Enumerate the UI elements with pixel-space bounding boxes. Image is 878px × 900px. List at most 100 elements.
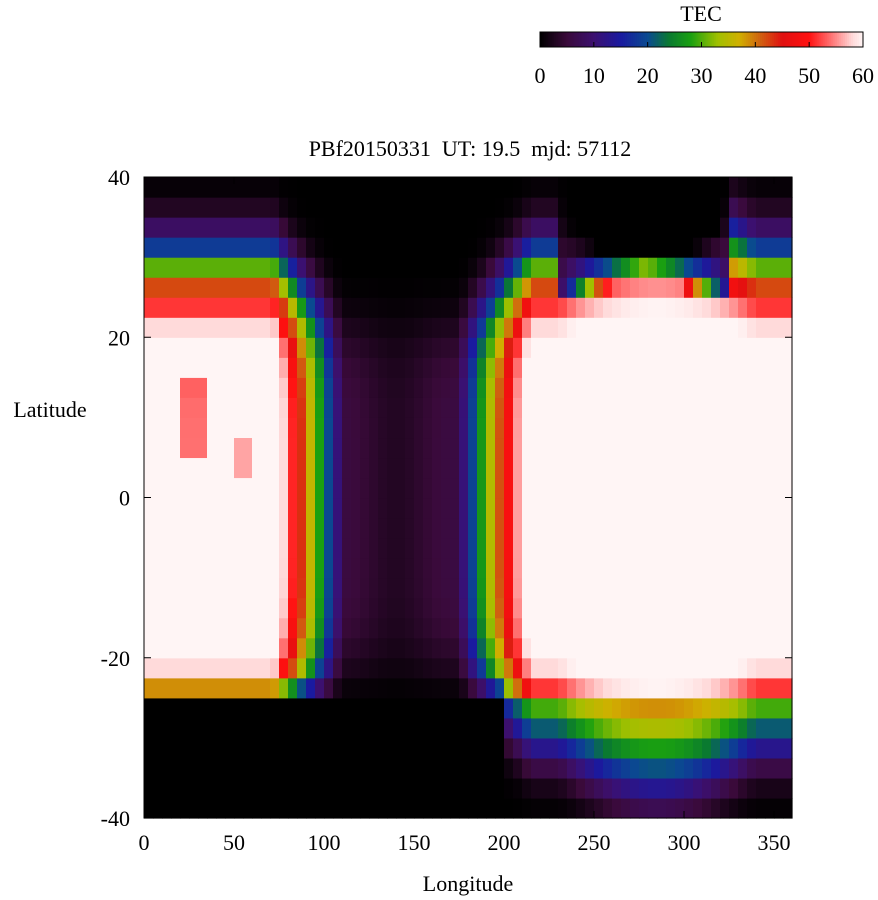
heatmap-cell bbox=[351, 637, 361, 659]
heatmap-cell bbox=[540, 637, 550, 659]
heatmap-cell bbox=[738, 257, 748, 278]
heatmap-cell bbox=[774, 677, 784, 699]
heatmap-cell bbox=[342, 797, 352, 819]
heatmap-cell bbox=[729, 597, 739, 619]
heatmap-cell bbox=[486, 377, 496, 398]
heatmap-cell bbox=[711, 257, 721, 278]
heatmap-cell bbox=[657, 797, 667, 819]
heatmap-cell bbox=[144, 437, 154, 459]
heatmap-cell bbox=[243, 257, 253, 278]
heatmap-cell bbox=[297, 717, 307, 739]
heatmap-cell bbox=[450, 697, 460, 719]
heatmap-cell bbox=[225, 197, 235, 218]
heatmap-cell bbox=[423, 197, 433, 218]
colorbar-cell bbox=[824, 32, 828, 47]
heatmap-cell bbox=[765, 217, 775, 238]
heatmap-cell bbox=[333, 277, 343, 298]
heatmap-cell bbox=[279, 557, 289, 579]
heatmap-cell bbox=[378, 577, 388, 599]
heatmap-cell bbox=[765, 797, 775, 819]
heatmap-cell bbox=[540, 317, 550, 338]
heatmap-cell bbox=[360, 457, 370, 479]
heatmap-cell bbox=[621, 757, 631, 779]
heatmap-cell bbox=[747, 477, 757, 499]
heatmap-cell bbox=[279, 437, 289, 459]
heatmap-cell bbox=[351, 217, 361, 238]
heatmap-cell bbox=[513, 237, 523, 258]
heatmap-cell bbox=[270, 777, 280, 799]
heatmap-cell bbox=[171, 757, 181, 779]
heatmap-cell bbox=[675, 777, 685, 799]
heatmap-cell bbox=[342, 297, 352, 318]
heatmap-cell bbox=[360, 557, 370, 579]
heatmap-cell bbox=[486, 537, 496, 559]
heatmap-cell bbox=[774, 217, 784, 238]
heatmap-cell bbox=[315, 377, 325, 398]
heatmap-cell bbox=[279, 197, 289, 218]
heatmap-cell bbox=[387, 217, 397, 238]
heatmap-cell bbox=[297, 457, 307, 479]
colorbar-cell bbox=[646, 32, 650, 47]
heatmap-cell bbox=[621, 657, 631, 679]
heatmap-cell bbox=[639, 257, 649, 278]
heatmap-cell bbox=[765, 257, 775, 278]
heatmap-cell bbox=[423, 497, 433, 519]
heatmap-cell bbox=[414, 317, 424, 338]
heatmap-cell bbox=[747, 377, 757, 398]
heatmap-cell bbox=[612, 357, 622, 378]
heatmap-cell bbox=[657, 517, 667, 539]
heatmap-cell bbox=[576, 577, 586, 599]
heatmap-cell bbox=[657, 337, 667, 358]
colorbar-cell bbox=[709, 32, 713, 47]
heatmap-cell bbox=[162, 197, 172, 218]
heatmap-cell bbox=[306, 637, 316, 659]
heatmap-cell bbox=[234, 197, 244, 218]
heatmap-cell bbox=[531, 277, 541, 298]
heatmap-cell bbox=[333, 497, 343, 519]
heatmap-cell bbox=[459, 397, 469, 418]
heatmap-cell bbox=[171, 677, 181, 699]
heatmap-cell bbox=[684, 297, 694, 318]
colorbar-cell bbox=[753, 32, 757, 47]
heatmap-cell bbox=[657, 277, 667, 298]
heatmap-cell bbox=[432, 737, 442, 759]
heatmap-cell bbox=[630, 397, 640, 418]
heatmap-cell bbox=[711, 617, 721, 639]
heatmap-cell bbox=[216, 737, 226, 759]
heatmap-cell bbox=[378, 437, 388, 459]
heatmap-cell bbox=[729, 477, 739, 499]
heatmap-cell bbox=[441, 757, 451, 779]
heatmap-cell bbox=[216, 217, 226, 238]
heatmap-cell bbox=[711, 477, 721, 499]
heatmap-cell bbox=[531, 717, 541, 739]
heatmap-cell bbox=[198, 717, 208, 739]
heatmap-cell bbox=[603, 377, 613, 398]
heatmap-cell bbox=[666, 197, 676, 218]
heatmap-cell bbox=[369, 697, 379, 719]
heatmap-cell bbox=[387, 197, 397, 218]
heatmap-cell bbox=[369, 197, 379, 218]
heatmap-cell bbox=[198, 737, 208, 759]
heatmap-cell bbox=[387, 457, 397, 479]
heatmap-cell bbox=[468, 417, 478, 439]
colorbar-cell bbox=[796, 32, 799, 47]
heatmap-cell bbox=[468, 757, 478, 779]
heatmap-cell bbox=[747, 297, 757, 318]
heatmap-cell bbox=[180, 477, 190, 499]
colorbar-cell bbox=[566, 32, 569, 47]
heatmap-cell bbox=[450, 357, 460, 378]
heatmap-cell bbox=[621, 617, 631, 639]
heatmap-cell bbox=[243, 477, 253, 499]
heatmap-cell bbox=[738, 637, 748, 659]
heatmap-cell bbox=[576, 717, 586, 739]
heatmap-cell bbox=[171, 517, 181, 539]
heatmap-cell bbox=[234, 697, 244, 719]
heatmap-cell bbox=[405, 357, 415, 378]
heatmap-cell bbox=[297, 777, 307, 799]
heatmap-cell bbox=[180, 797, 190, 819]
heatmap-cell bbox=[243, 637, 253, 659]
heatmap-cell bbox=[288, 377, 298, 398]
heatmap-cell bbox=[540, 337, 550, 358]
heatmap-cell bbox=[783, 257, 793, 278]
heatmap-cell bbox=[270, 197, 280, 218]
